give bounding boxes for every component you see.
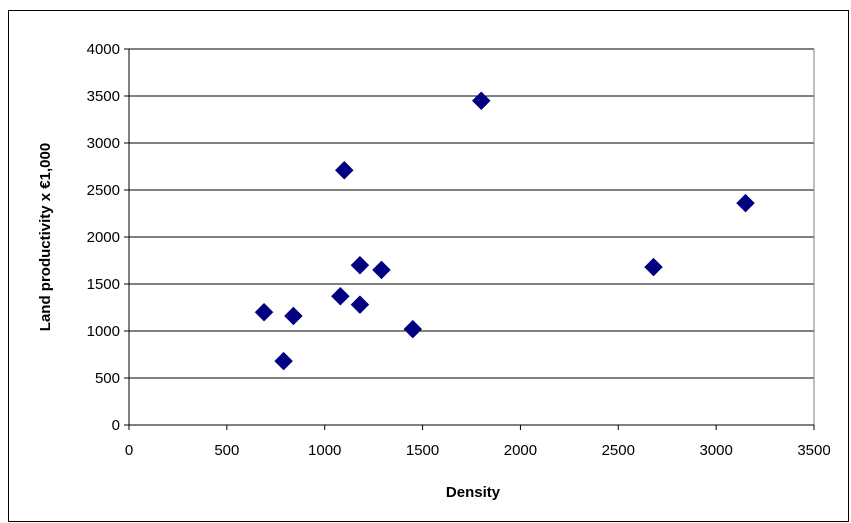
- y-tick-label: 0: [112, 417, 120, 434]
- data-point-diamond: [274, 351, 293, 371]
- x-tick-label: 1000: [308, 442, 341, 459]
- y-tick-label: 1500: [87, 276, 120, 293]
- x-tick-label: 500: [214, 442, 239, 459]
- y-tick-label: 3500: [87, 88, 120, 105]
- data-point-diamond: [350, 295, 370, 315]
- data-point-diamond: [350, 255, 370, 275]
- x-tick-label: 1500: [406, 442, 439, 459]
- data-point-diamond: [254, 302, 274, 322]
- y-tick-label: 3000: [87, 135, 120, 152]
- x-tick-label: 2000: [504, 442, 537, 459]
- y-tick-label: 500: [95, 370, 120, 387]
- data-point-diamond: [471, 91, 491, 111]
- data-point-diamond: [736, 193, 755, 213]
- y-tick-label: 4000: [87, 41, 120, 58]
- data-point-diamond: [334, 160, 354, 180]
- tick-labels: 0 500 1000 1500 2000 2500 3000 3500 4000 0 500 1000…: [87, 41, 831, 459]
- x-tick-label: 2500: [602, 442, 635, 459]
- data-points: [254, 91, 755, 371]
- x-tick-label: 3500: [797, 442, 830, 459]
- data-point-diamond: [403, 319, 423, 339]
- y-tick-label: 2000: [87, 229, 120, 246]
- x-axis-title: Density: [446, 484, 501, 501]
- chart-frame: [8, 10, 849, 522]
- y-tick-label: 2500: [87, 182, 120, 199]
- axes: [124, 48, 815, 430]
- data-point-diamond: [284, 306, 303, 326]
- data-point-diamond: [372, 260, 391, 280]
- y-axis-title: Land productivity x €1,000: [37, 143, 54, 331]
- x-tick-label: 3000: [699, 442, 732, 459]
- data-point-diamond: [331, 286, 350, 306]
- data-point-diamond: [644, 257, 663, 277]
- y-tick-label: 1000: [87, 323, 120, 340]
- gridlines: [129, 48, 814, 379]
- x-tick-label: 0: [125, 442, 133, 459]
